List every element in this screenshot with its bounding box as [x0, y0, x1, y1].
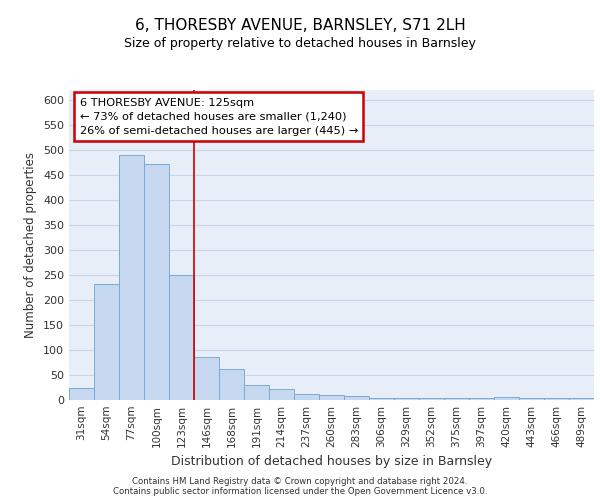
- Bar: [119, 155, 144, 400]
- Text: 6 THORESBY AVENUE: 125sqm
← 73% of detached houses are smaller (1,240)
26% of se: 6 THORESBY AVENUE: 125sqm ← 73% of detac…: [79, 98, 358, 136]
- Bar: [419, 398, 444, 400]
- Y-axis label: Number of detached properties: Number of detached properties: [25, 152, 37, 338]
- Bar: [69, 388, 94, 400]
- Bar: [194, 356, 219, 400]
- Bar: [319, 394, 344, 400]
- Bar: [544, 398, 569, 400]
- Bar: [469, 398, 494, 400]
- Bar: [294, 394, 319, 400]
- Bar: [519, 398, 544, 400]
- Text: Size of property relative to detached houses in Barnsley: Size of property relative to detached ho…: [124, 38, 476, 51]
- X-axis label: Distribution of detached houses by size in Barnsley: Distribution of detached houses by size …: [171, 456, 492, 468]
- Text: Contains HM Land Registry data © Crown copyright and database right 2024.
Contai: Contains HM Land Registry data © Crown c…: [113, 476, 487, 496]
- Bar: [219, 368, 244, 400]
- Bar: [269, 389, 294, 400]
- Bar: [444, 398, 469, 400]
- Bar: [144, 164, 169, 400]
- Bar: [244, 385, 269, 400]
- Bar: [344, 396, 369, 400]
- Bar: [369, 398, 394, 400]
- Bar: [569, 398, 594, 400]
- Bar: [494, 397, 519, 400]
- Text: 6, THORESBY AVENUE, BARNSLEY, S71 2LH: 6, THORESBY AVENUE, BARNSLEY, S71 2LH: [134, 18, 466, 32]
- Bar: [169, 275, 194, 400]
- Bar: [394, 398, 419, 400]
- Bar: [94, 284, 119, 400]
